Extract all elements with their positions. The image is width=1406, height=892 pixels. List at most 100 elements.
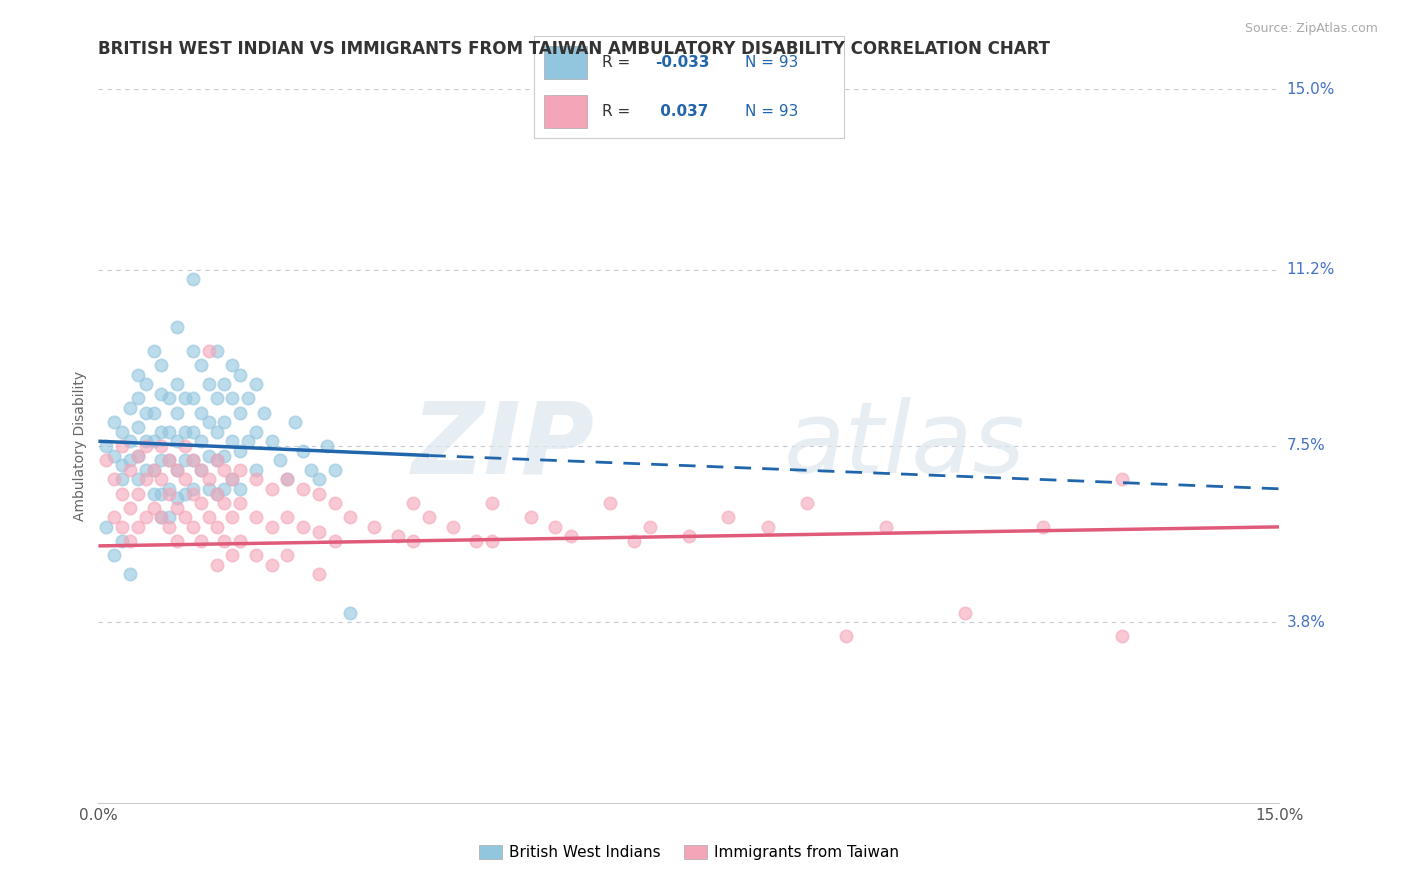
Point (157, 453, 180, 467)
Point (229, 368, 252, 382)
Point (118, 534, 141, 549)
Point (181, 343, 204, 358)
Point (418, 510, 440, 524)
Text: 11.2%: 11.2% (1286, 262, 1334, 277)
Point (245, 549, 267, 563)
Point (363, 520, 385, 534)
Point (678, 529, 700, 543)
Point (276, 510, 298, 524)
Point (623, 534, 645, 549)
Point (127, 520, 149, 534)
Point (205, 453, 228, 467)
Point (103, 549, 125, 563)
Text: atlas: atlas (783, 398, 1025, 494)
Text: ZIP: ZIP (412, 398, 595, 494)
Point (953, 606, 976, 620)
Point (465, 534, 488, 549)
Point (181, 392, 204, 406)
Point (214, 482, 236, 496)
Text: R =: R = (602, 104, 636, 120)
Point (221, 358, 243, 372)
Point (481, 534, 503, 549)
Point (96, 520, 118, 534)
Point (245, 463, 267, 477)
Point (142, 463, 165, 477)
Point (221, 434, 243, 449)
Point (103, 449, 125, 463)
Point (190, 534, 212, 549)
Point (190, 496, 212, 510)
Point (214, 449, 236, 463)
Point (157, 482, 180, 496)
Point (127, 368, 149, 382)
Point (717, 510, 740, 524)
Point (190, 463, 212, 477)
Point (245, 472, 267, 486)
Point (135, 406, 157, 420)
Point (150, 472, 173, 486)
Point (150, 453, 173, 467)
Point (166, 491, 188, 506)
Point (441, 520, 464, 534)
Point (323, 534, 346, 549)
Point (599, 496, 621, 510)
Point (214, 496, 236, 510)
Point (166, 500, 188, 515)
Point (229, 534, 252, 549)
Point (111, 534, 134, 549)
Point (197, 449, 219, 463)
Point (150, 439, 173, 453)
Point (205, 453, 228, 467)
Point (638, 520, 661, 534)
Point (181, 425, 204, 439)
Point (174, 486, 197, 500)
Point (214, 377, 236, 392)
Point (205, 425, 228, 439)
Point (875, 520, 897, 534)
Point (205, 520, 228, 534)
Point (205, 486, 228, 500)
Text: R =: R = (602, 54, 636, 70)
Point (174, 510, 197, 524)
Point (1032, 520, 1054, 534)
Point (229, 443, 252, 458)
Point (299, 463, 322, 477)
Text: Source: ZipAtlas.com: Source: ZipAtlas.com (1244, 22, 1378, 36)
Point (205, 392, 228, 406)
Text: N = 93: N = 93 (745, 54, 799, 70)
Point (118, 434, 141, 449)
Text: 0.037: 0.037 (655, 104, 709, 120)
Point (174, 392, 197, 406)
Point (118, 463, 141, 477)
Point (323, 463, 346, 477)
Point (308, 524, 330, 539)
Point (205, 343, 228, 358)
Point (127, 449, 149, 463)
Point (197, 510, 219, 524)
Point (197, 482, 219, 496)
Point (245, 510, 267, 524)
Point (142, 486, 165, 500)
Point (260, 558, 283, 572)
Point (544, 520, 567, 534)
Point (181, 486, 204, 500)
FancyBboxPatch shape (544, 95, 586, 128)
Point (292, 520, 315, 534)
Point (236, 434, 259, 449)
Point (135, 510, 157, 524)
Legend: British West Indians, Immigrants from Taiwan: British West Indians, Immigrants from Ta… (472, 839, 905, 866)
Point (276, 472, 298, 486)
Point (197, 472, 219, 486)
Point (181, 272, 204, 286)
Point (166, 320, 188, 334)
Point (260, 520, 283, 534)
Point (756, 520, 779, 534)
Point (205, 558, 228, 572)
FancyBboxPatch shape (544, 46, 586, 78)
Point (308, 486, 330, 500)
Point (150, 510, 173, 524)
Point (157, 486, 180, 500)
Point (214, 534, 236, 549)
Point (221, 549, 243, 563)
Point (229, 406, 252, 420)
